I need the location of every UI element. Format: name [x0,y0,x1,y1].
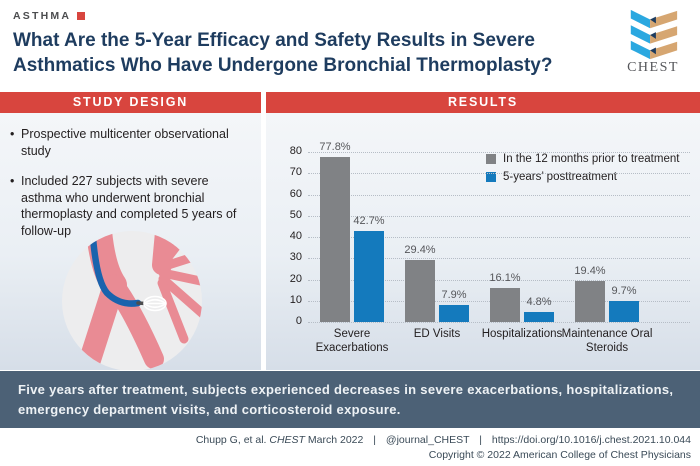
results-panel: RESULTS In the 12 months prior to treatm… [266,92,700,370]
y-axis-tick-label: 80 [289,145,302,157]
y-axis-tick-label: 20 [289,272,302,285]
y-axis-tick-label: 60 [289,187,302,200]
footer-text: Chupp G, et al. CHEST March 2022 | @jour… [196,433,691,463]
bar-value-label: 19.4% [574,264,606,277]
study-design-bullet: Prospective multicenter observational st… [10,126,250,159]
chart-gridline [308,322,690,323]
study-design-panel: STUDY DESIGN Prospective multicenter obs… [0,92,261,370]
summary-banner: Five years after treatment, subjects exp… [0,371,700,428]
bar-posttreatment [439,305,469,322]
chart-gridline [308,215,690,217]
separator: | [479,434,482,446]
separator: | [373,434,376,446]
chest-logo: CHEST [618,6,688,76]
category-label: ASTHMA [13,10,72,22]
bar-posttreatment [524,311,554,322]
citation-authors: Chupp G, et al. [195,434,267,446]
bar-posttreatment [354,231,384,322]
chart-gridline [308,237,690,238]
footer: Chupp G, et al. CHEST March 2022 | @jour… [0,428,700,466]
y-axis-tick-label: 30 [289,251,302,264]
category-row: ASTHMA [13,10,86,22]
chart-gridline [308,173,690,175]
bar-value-label: 29.4% [404,243,436,256]
legend-marker [486,154,496,164]
y-axis-tick-label: 70 [289,166,302,179]
x-axis-category-label: Hospitalizations [481,328,563,340]
results-heading: RESULTS [266,92,700,113]
bronchial-thermoplasty-illustration [62,231,202,370]
chart-gridline [308,279,690,281]
chart-gridline [308,194,690,196]
bar-prior-treatment [320,156,350,322]
chart-legend: In the 12 months prior to treatment 5-yea… [486,153,679,183]
doi-link[interactable]: https://doi.org/10.1016/j.chest.2021.10.… [491,434,691,446]
y-axis-tick-label: 50 [289,208,302,221]
bar-prior-treatment [405,259,435,322]
lungs-catheter-icon [62,231,202,370]
bar-prior-treatment [575,280,605,322]
summary-text: Five years after treatment, subjects exp… [18,382,674,418]
bar-value-label: 9.7% [611,285,637,298]
study-design-heading: STUDY DESIGN [0,92,261,113]
content-panels: STUDY DESIGN Prospective multicenter obs… [0,92,700,370]
chart-gridline [308,152,690,153]
header: ASTHMA What Are the 5-Year Efficacy and … [0,0,700,92]
bar-value-label: 16.1% [489,271,521,284]
y-axis-tick-label: 10 [289,293,302,306]
citation-line: Chupp G, et al. CHEST March 2022 | @jour… [196,433,691,448]
study-design-bullets: Prospective multicenter observational st… [10,126,250,253]
bar-posttreatment [609,301,639,322]
twitter-handle[interactable]: @journal_CHEST [385,434,470,446]
page-title: What Are the 5-Year Efficacy and Safety … [13,30,553,77]
bar-value-label: 42.7% [353,215,385,228]
citation-issue: March 2022 [307,434,364,446]
legend-item: In the 12 months prior to treatment [486,153,679,165]
legend-marker [486,172,496,182]
study-design-bullet: Included 227 subjects with severe asthma… [10,173,250,239]
bar-value-label: 4.8% [526,295,552,308]
chart-gridline [308,258,690,260]
y-axis-tick-label: 40 [289,230,302,242]
bar-prior-treatment [490,287,520,322]
chest-logo-icon [630,9,678,60]
bar-chart: In the 12 months prior to treatment 5-yea… [266,113,700,370]
legend-label: In the 12 months prior to treatment [503,153,680,165]
copyright-line: Copyright © 2022 American College of Che… [428,449,691,462]
journal-name: CHEST [269,434,305,446]
x-axis-category-label: ED Visits [413,328,461,340]
results-body: In the 12 months prior to treatment 5-yea… [266,113,700,370]
study-design-body: Prospective multicenter observational st… [0,113,261,370]
red-square-icon [77,12,86,20]
y-axis-tick-label: 0 [295,315,302,327]
bar-value-label: 7.9% [441,289,467,302]
x-axis-category-label: Severe Exacerbations [315,328,389,354]
chest-logo-text: CHEST [627,60,679,75]
x-axis-category-label: Maintenance Oral Steroids [561,328,653,354]
bar-value-label: 77.8% [319,140,351,153]
